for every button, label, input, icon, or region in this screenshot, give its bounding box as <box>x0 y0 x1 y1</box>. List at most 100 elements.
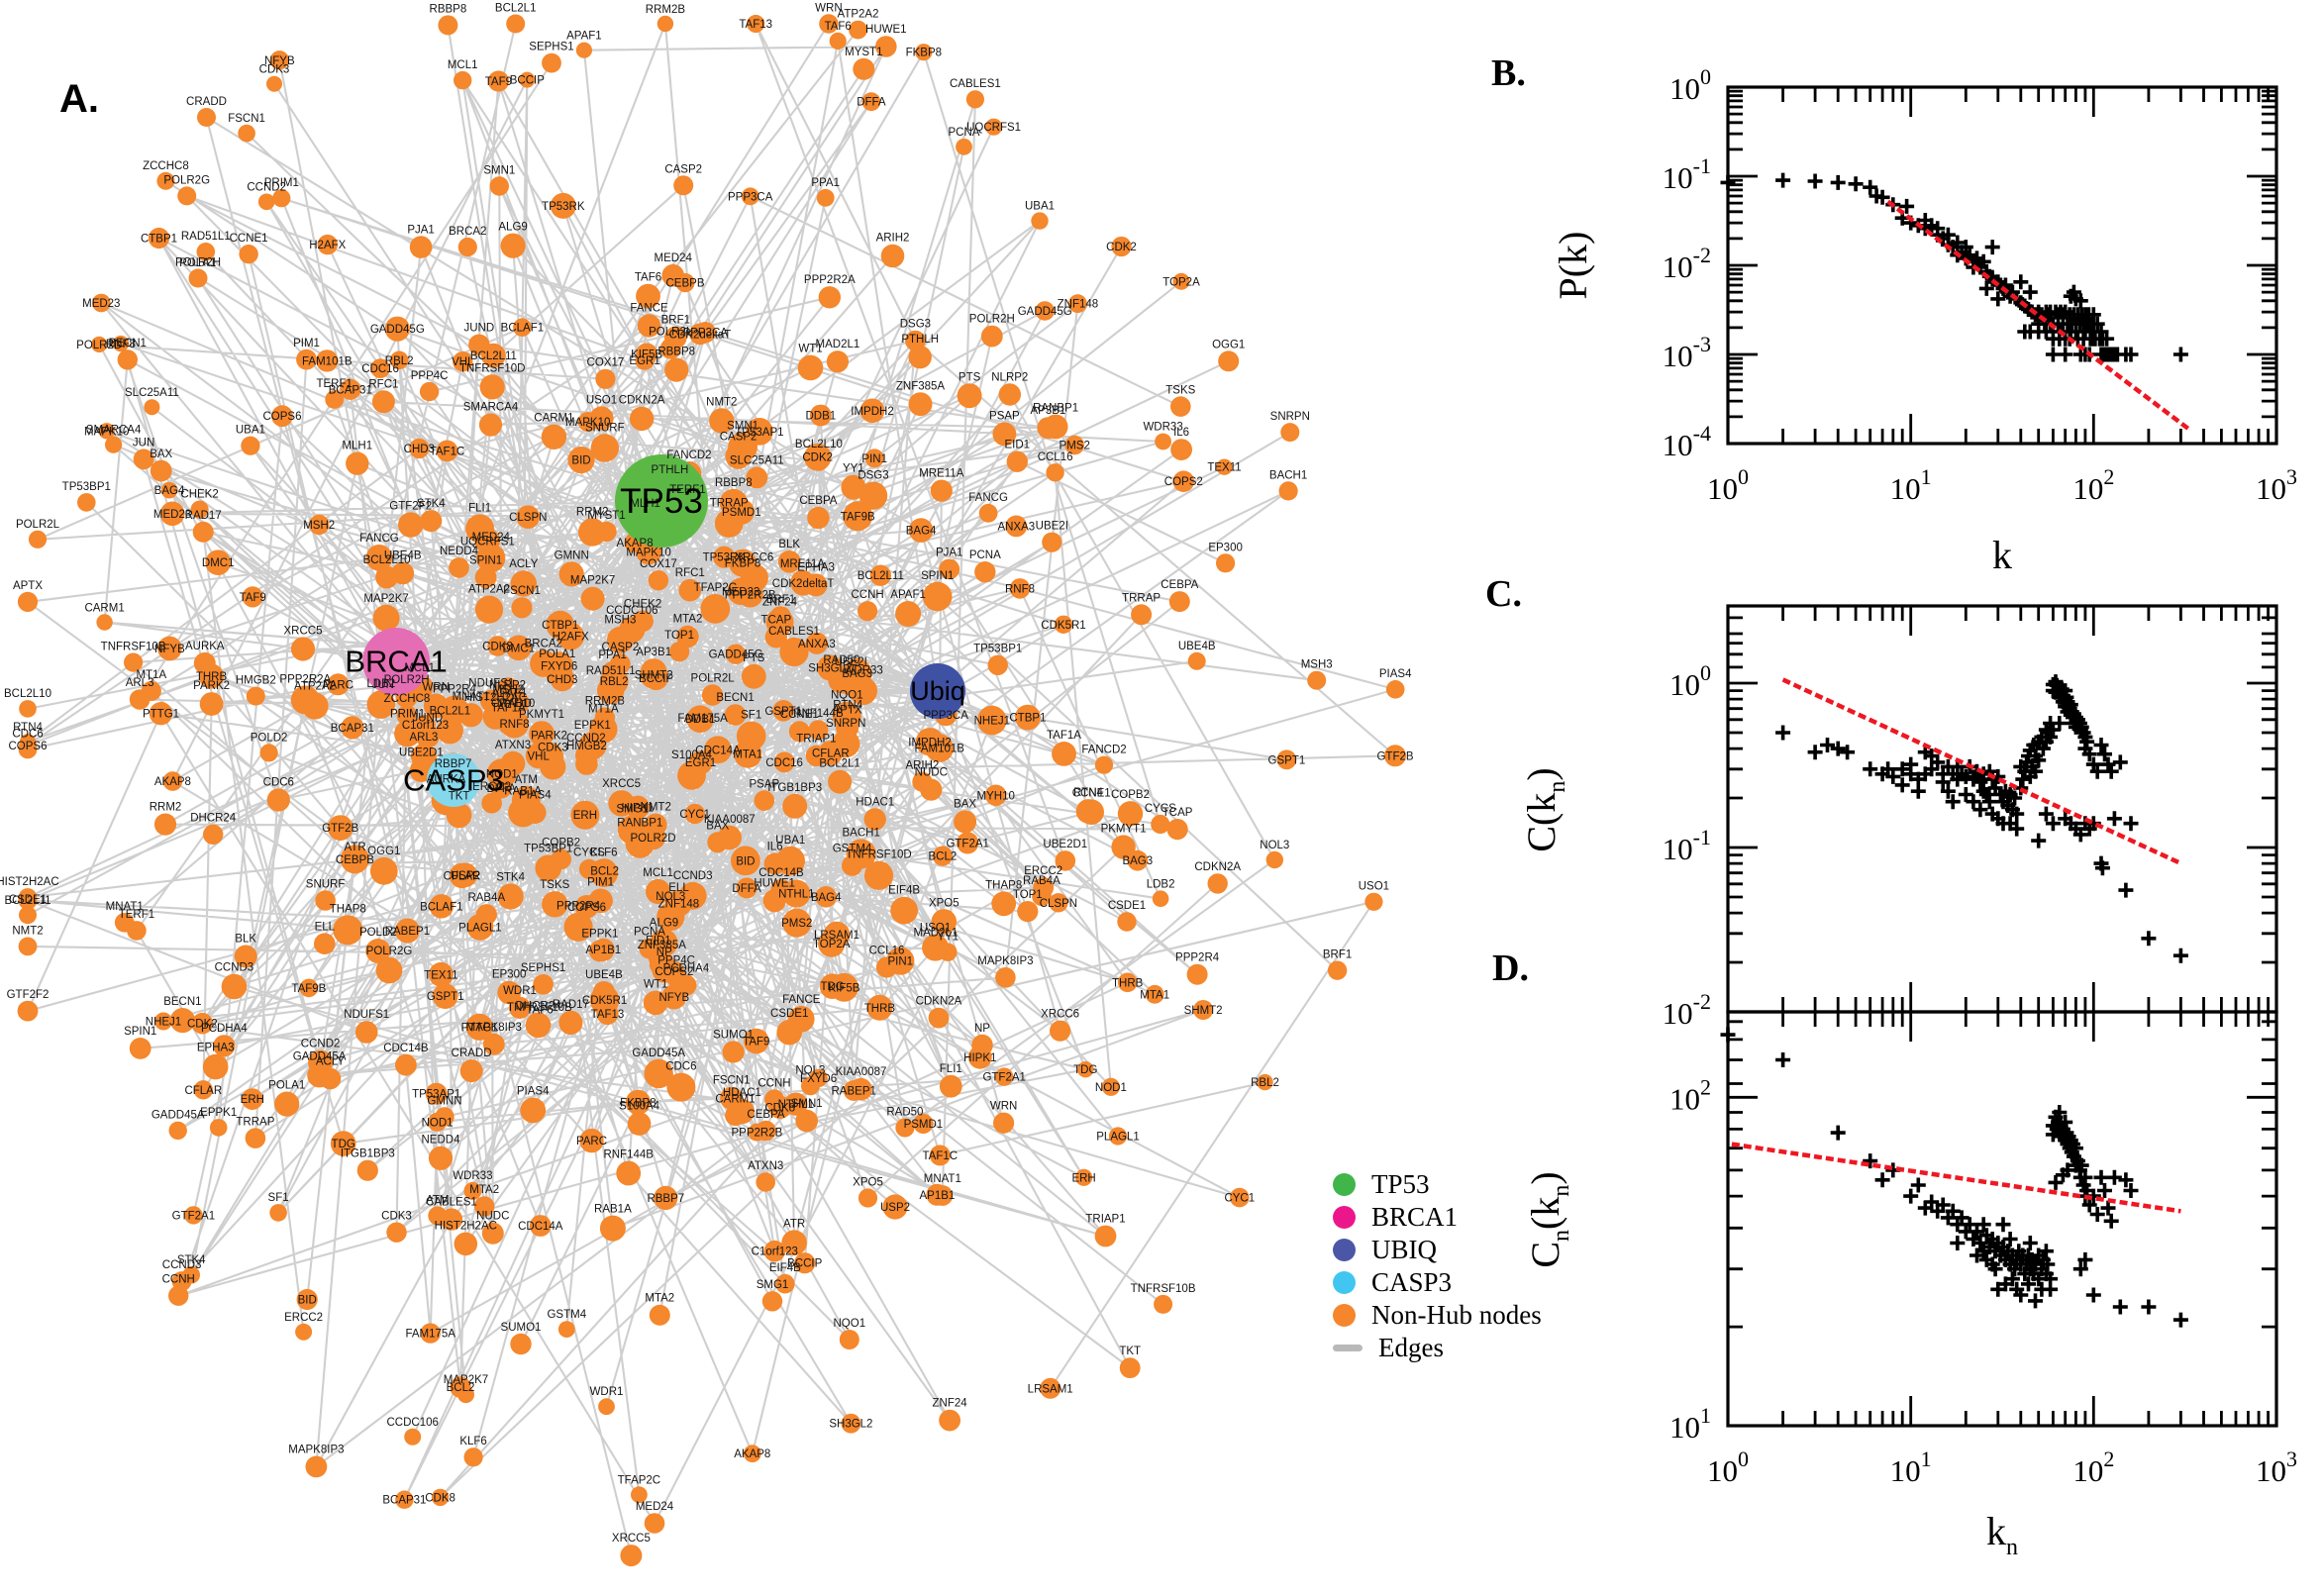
network-node <box>965 90 985 109</box>
network-node-label: NFYB <box>658 992 689 1004</box>
network-node <box>995 967 1016 988</box>
network-node <box>454 1232 478 1256</box>
network-node-label: MED23 <box>153 509 191 521</box>
network-node-label: PCNA <box>634 926 665 938</box>
network-node <box>325 390 345 409</box>
network-node <box>1094 755 1114 774</box>
network-node <box>317 234 338 255</box>
network-node <box>978 503 998 523</box>
network-node <box>998 383 1021 406</box>
network-node-label: BAG4 <box>811 892 842 904</box>
network-node-label: PIM1 <box>587 877 614 889</box>
network-node <box>431 1488 450 1507</box>
network-node <box>939 1409 960 1432</box>
network-node <box>782 793 808 819</box>
network-node-label: SNRPN <box>826 718 865 730</box>
legend-dot-swatch <box>1333 1239 1356 1261</box>
network-node <box>213 1035 236 1057</box>
network-node-label: TAF9B <box>291 983 326 995</box>
network-node-label: ERCC2 <box>284 1312 323 1324</box>
network-node <box>1111 236 1132 257</box>
legend-item-tp53: TP53 <box>1333 1168 1542 1201</box>
x-tick-label: 103 <box>2256 1446 2297 1488</box>
network-node <box>781 1230 807 1255</box>
network-node-label: ATXN3 <box>748 1160 783 1172</box>
network-node-label: CTBP1 <box>1009 713 1046 725</box>
network-node <box>808 449 830 471</box>
network-node <box>1276 749 1297 770</box>
network-node <box>309 514 330 536</box>
network-node <box>579 1128 604 1153</box>
network-node-label: MNAT1 <box>106 901 144 913</box>
network-node-label: RAD50 <box>823 654 859 666</box>
network-node-label: ATR <box>783 1218 805 1230</box>
network-node <box>858 601 878 622</box>
network-node <box>1117 912 1137 932</box>
network-node-label: PPP2R4 <box>433 684 477 696</box>
network-node-label: MED24 <box>636 1501 674 1513</box>
network-node <box>756 1172 775 1192</box>
network-node <box>428 1206 448 1226</box>
network-node-label: RNF8 <box>1005 583 1035 595</box>
network-node <box>394 918 420 944</box>
network-node-label: MED23 <box>722 586 759 598</box>
network-node <box>939 558 960 580</box>
network-node-label: FAM101B <box>914 744 964 755</box>
network-node-label: RBBP8 <box>715 477 753 489</box>
network-node <box>689 323 711 346</box>
network-node-label: XRCC5 <box>284 625 323 637</box>
network-node <box>159 501 185 527</box>
network-node <box>625 1089 652 1115</box>
network-node-label: CEBPB <box>336 854 374 866</box>
network-node-label: CRADD <box>491 698 532 710</box>
network-node <box>729 1099 756 1125</box>
network-node <box>987 654 1008 675</box>
network-node-label: NLRP2 <box>489 679 526 691</box>
network-node-label: HMGB2 <box>236 675 276 687</box>
network-node-label: EIF4B <box>888 885 920 897</box>
network-node-label: FANCD2 <box>666 449 711 461</box>
network-node <box>500 233 526 258</box>
network-node-label: PSMD1 <box>904 1119 944 1131</box>
network-node <box>1364 892 1383 911</box>
network-node-label: DDB1 <box>805 411 836 423</box>
network-node <box>474 566 497 589</box>
network-node <box>995 1067 1014 1086</box>
network-node-label: RNF144B <box>603 1149 654 1161</box>
network-node-label: SEPHS1 <box>521 962 565 974</box>
network-node <box>340 845 369 874</box>
network-node-label: TRRAP <box>710 497 749 509</box>
network-node-label: PPP3CA <box>683 328 729 340</box>
network-node-label: PSAP <box>749 778 779 790</box>
network-node-label: UBA1 <box>1025 200 1055 212</box>
network-node-label: MAP2K7 <box>570 575 615 587</box>
network-node <box>731 846 760 876</box>
network-node-label: BAG4 <box>906 526 937 538</box>
network-node-label: NP <box>974 1023 990 1035</box>
network-node-label: RTN4 <box>13 722 43 734</box>
network-node <box>489 176 509 196</box>
network-node <box>474 1196 495 1217</box>
network-node-label: MED23 <box>82 298 120 310</box>
network-node <box>1155 433 1171 450</box>
network-node-label: PPP3CA <box>924 710 969 722</box>
network-node <box>1151 814 1170 835</box>
network-node <box>295 1323 313 1341</box>
network-node-label: CCL16 <box>869 945 905 956</box>
network-node <box>842 854 862 876</box>
y-tick-label: 10-2 <box>1663 243 1711 284</box>
network-node <box>1040 1377 1061 1399</box>
network-node-label: MAPK10 <box>84 426 129 438</box>
network-node-label: KIAA0087 <box>836 1066 887 1078</box>
network-node <box>384 316 410 342</box>
network-node-label: XPO5 <box>929 897 960 909</box>
network-node <box>580 586 605 611</box>
network-node-label: MYST1 <box>587 510 625 522</box>
network-node <box>1035 301 1055 321</box>
network-node-label: CDK3 <box>381 1210 412 1222</box>
network-node-label: COPS2 <box>655 966 693 978</box>
network-node <box>875 36 897 57</box>
network-node <box>529 721 555 747</box>
network-node-label: POLR2H <box>969 314 1015 326</box>
